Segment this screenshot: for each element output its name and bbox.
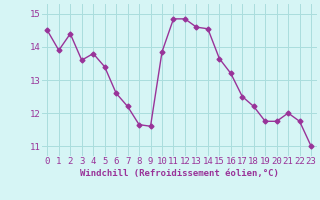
- X-axis label: Windchill (Refroidissement éolien,°C): Windchill (Refroidissement éolien,°C): [80, 169, 279, 178]
